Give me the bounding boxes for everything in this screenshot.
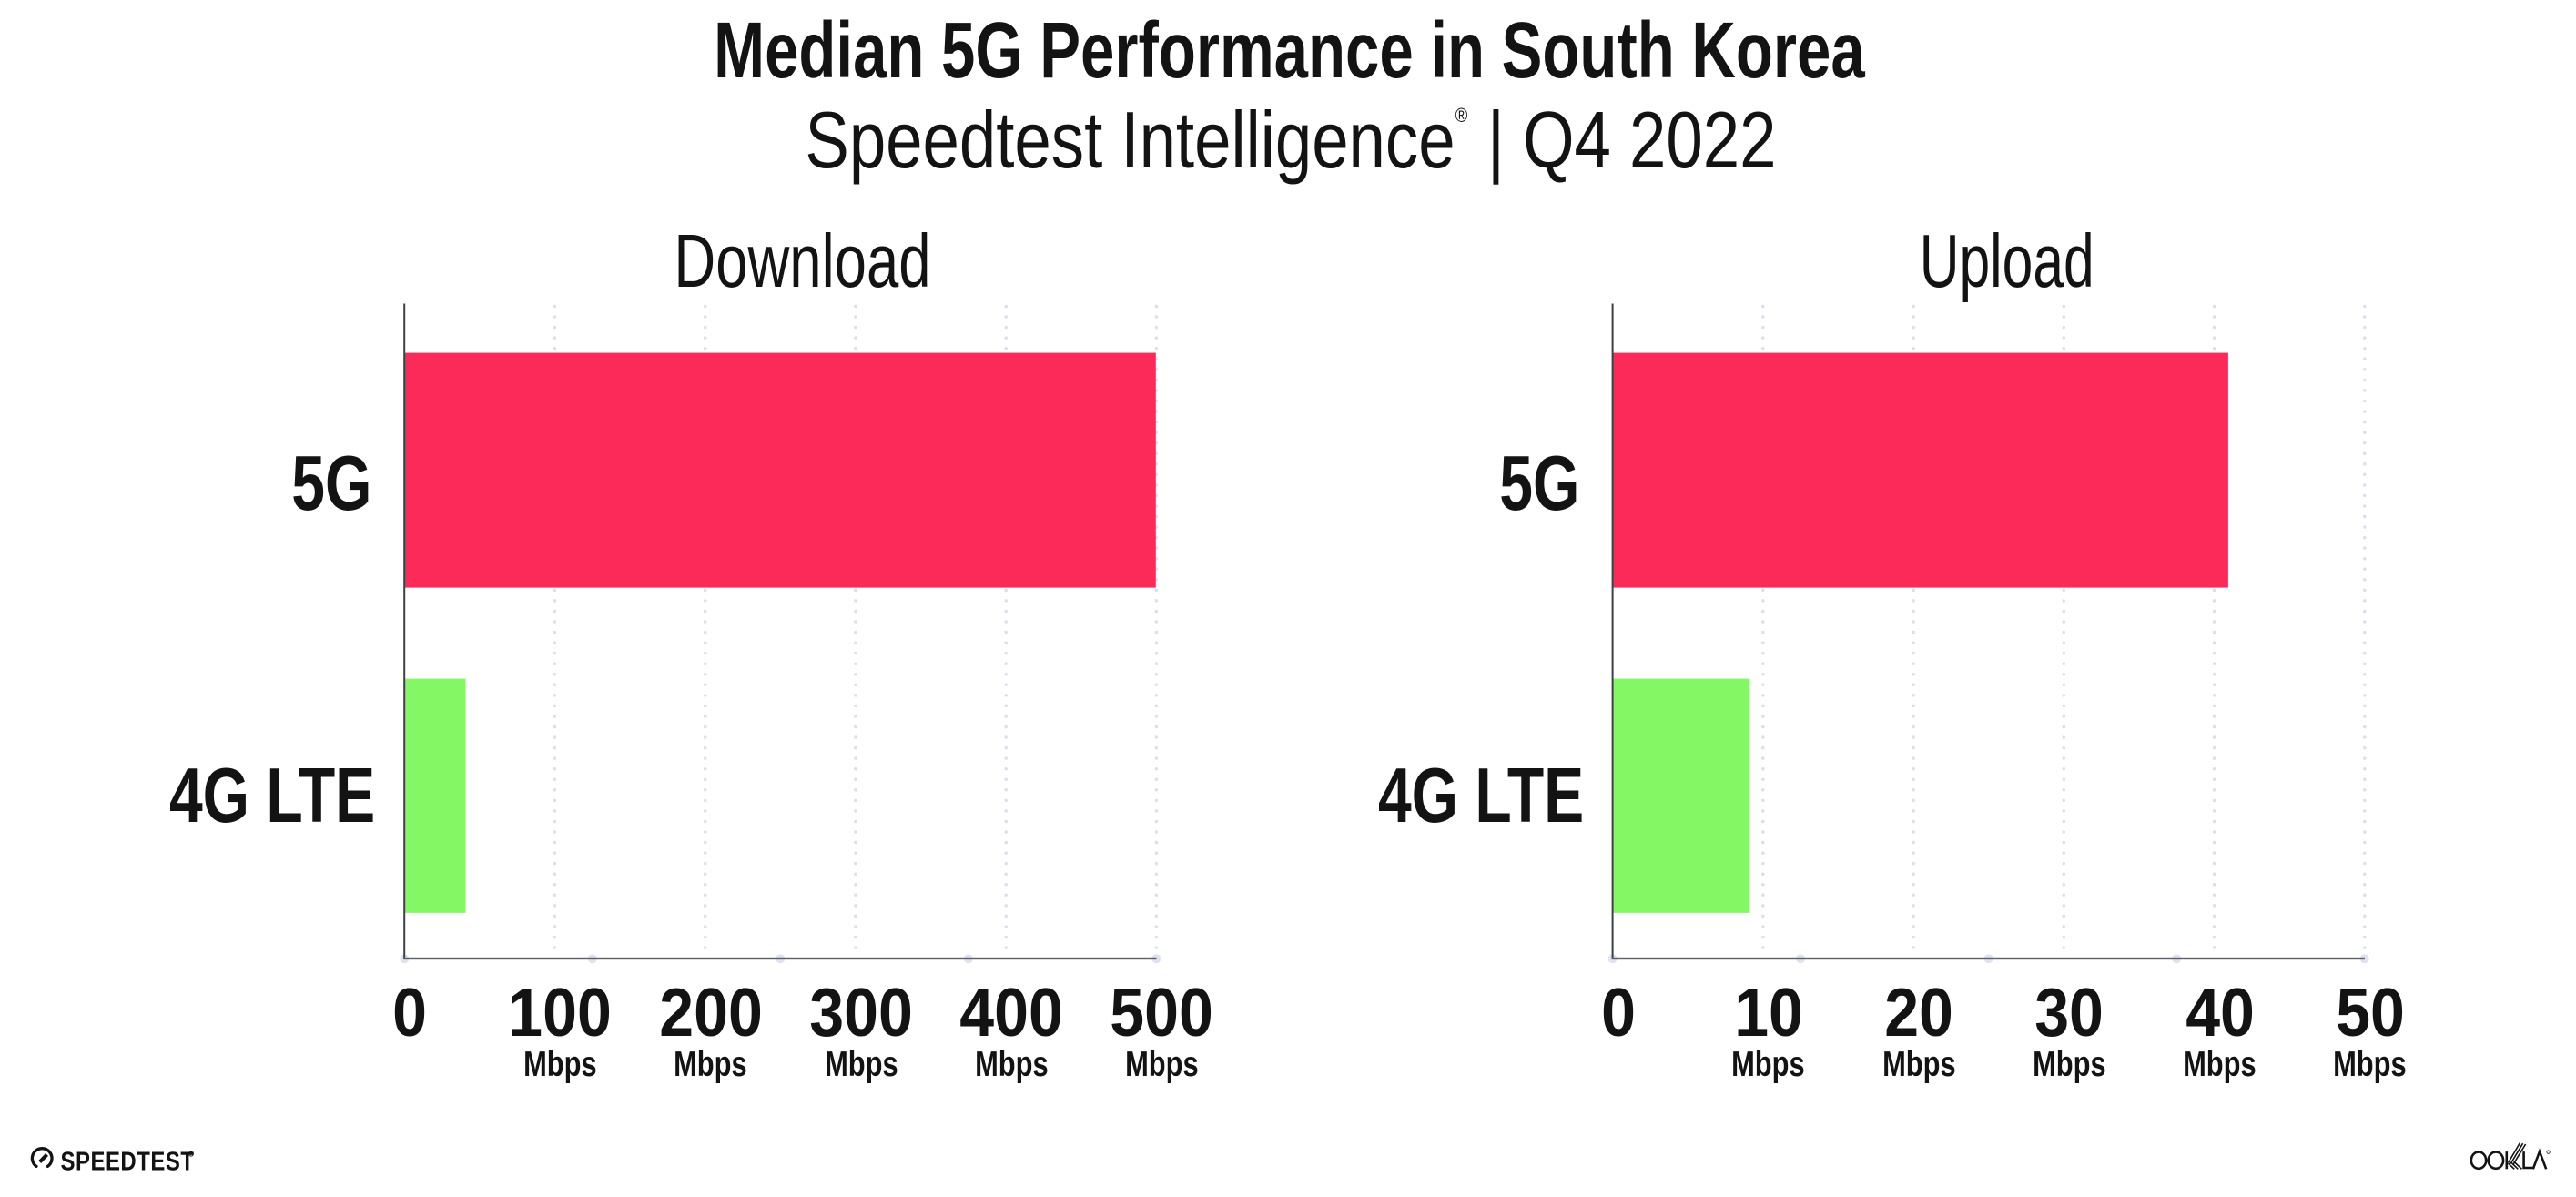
svg-text:R: R xyxy=(190,1151,194,1156)
svg-text:SPEEDTEST: SPEEDTEST xyxy=(61,1146,195,1176)
